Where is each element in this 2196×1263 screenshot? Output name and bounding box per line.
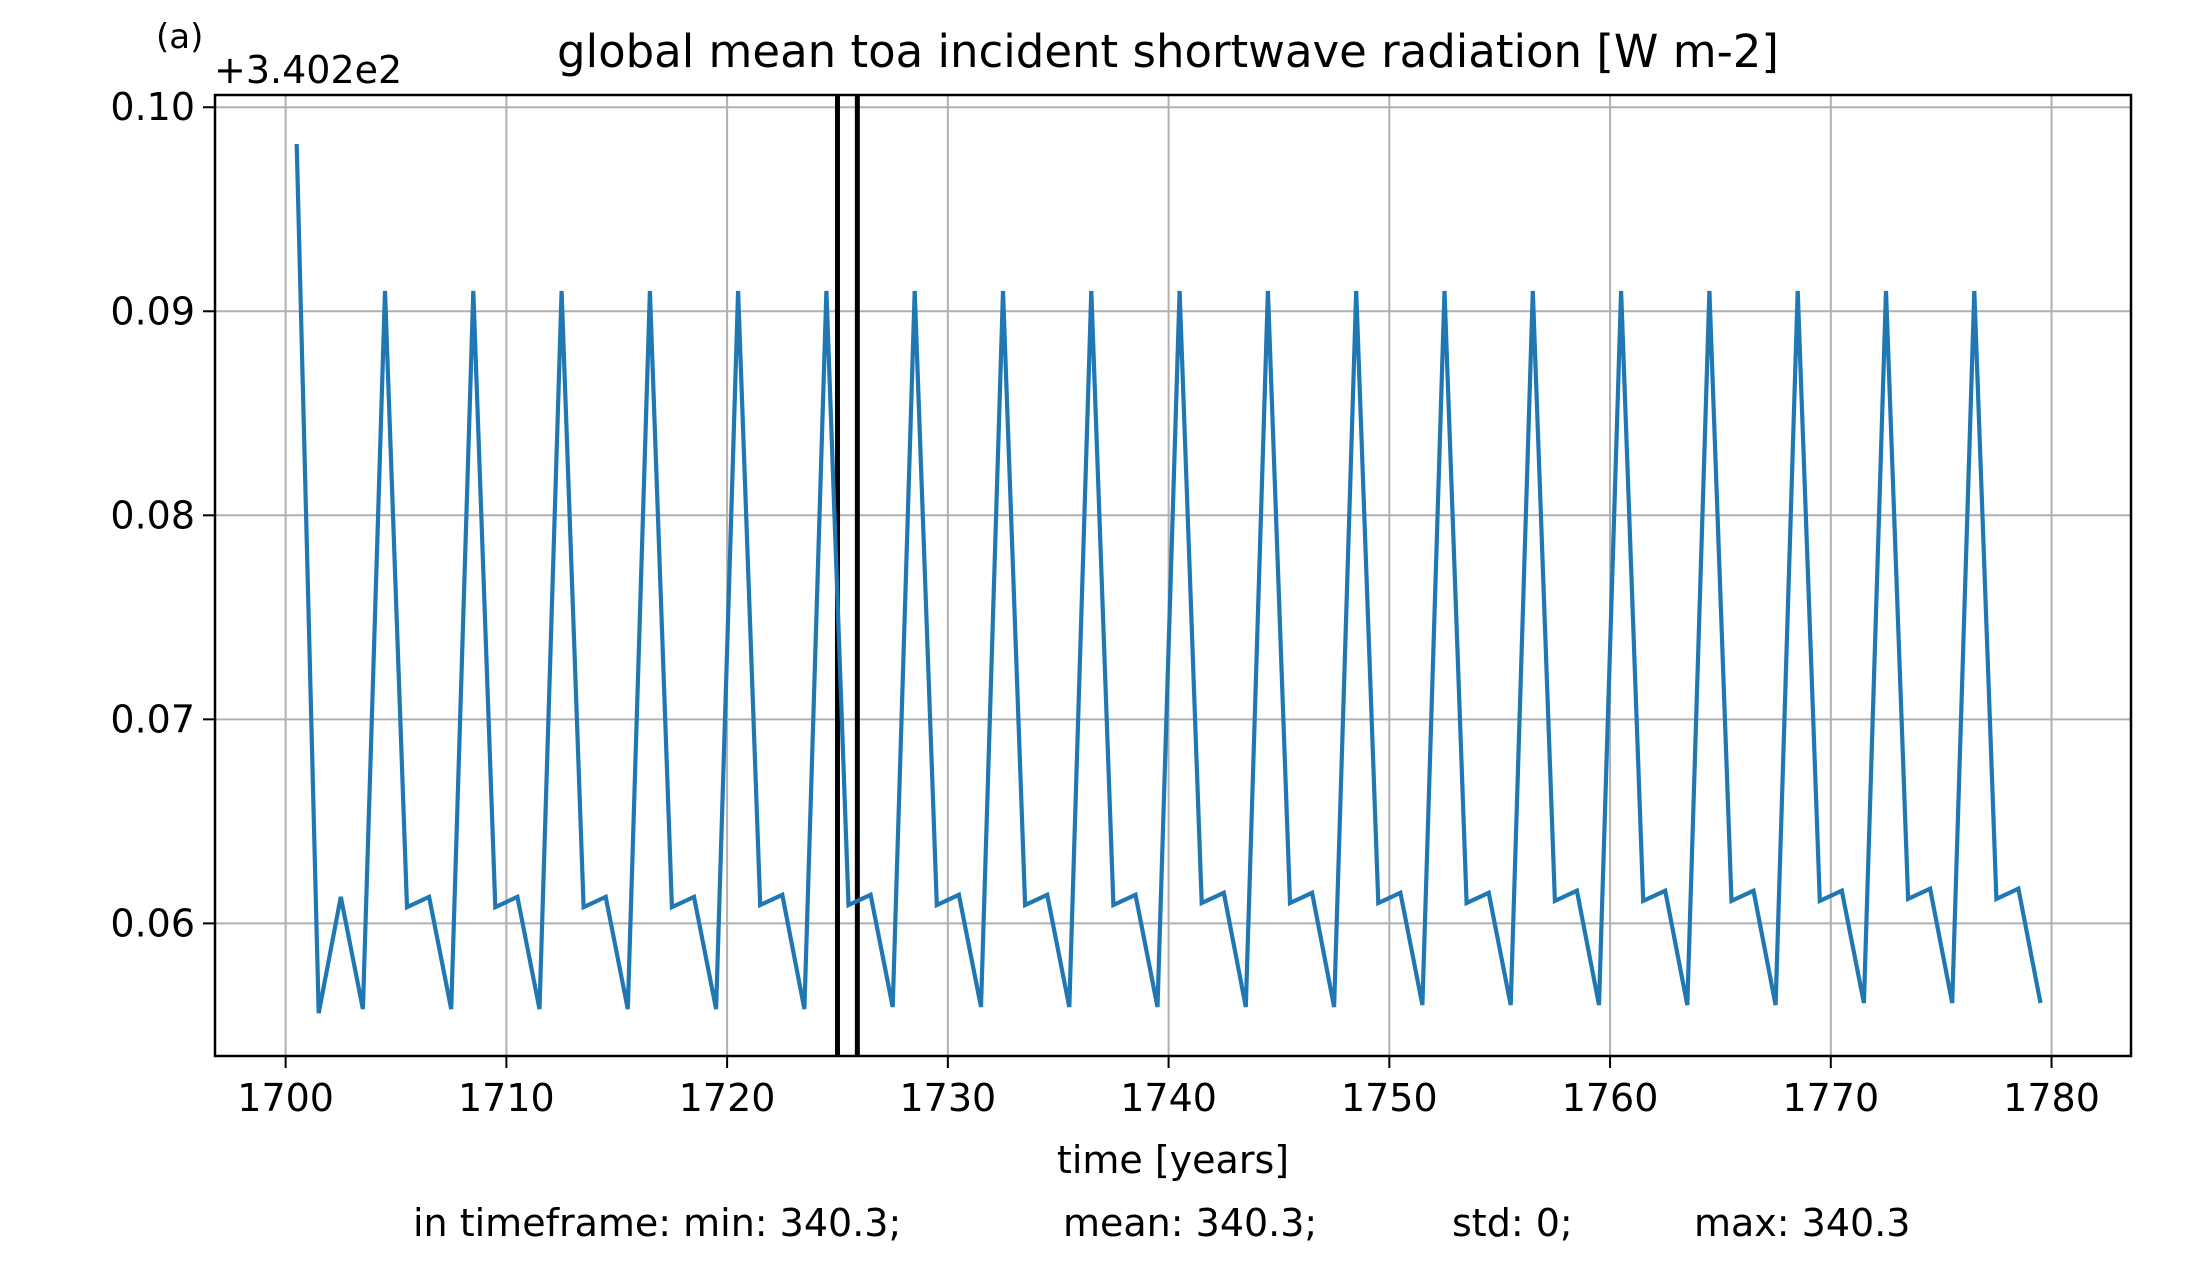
x-tick-label: 1760: [1562, 1076, 1659, 1120]
series-line: [294, 143, 2043, 1014]
x-axis-label: time [years]: [1057, 1138, 1289, 1182]
panel-label: (a): [156, 17, 203, 57]
plot-frame: [213, 93, 2133, 1058]
chart-title: global mean toa incident shortwave radia…: [557, 25, 1779, 78]
grid: [215, 95, 2131, 1056]
x-tick-label: 1700: [237, 1076, 334, 1120]
y-tick-label: 0.09: [110, 289, 195, 333]
y-offset-label: +3.402e2: [214, 48, 402, 92]
x-tick-label: 1750: [1341, 1076, 1438, 1120]
y-tick-label: 0.06: [110, 901, 195, 945]
y-tick-label: 0.07: [110, 697, 195, 741]
y-ticks: 0.06 0.07 0.08 0.09 0.10: [110, 85, 215, 945]
x-tick-label: 1770: [1782, 1076, 1879, 1120]
x-tick-label: 1780: [2003, 1076, 2100, 1120]
vertical-markers: [834, 95, 860, 1056]
series-layer: [294, 143, 2043, 1014]
x-tick-label: 1720: [679, 1076, 776, 1120]
x-tick-label: 1710: [458, 1076, 555, 1120]
y-tick-label: 0.10: [110, 85, 195, 129]
x-tick-label: 1740: [1120, 1076, 1217, 1120]
stat-max: max: 340.3: [1694, 1201, 1911, 1245]
x-ticks: 1700 1710 1720 1730 1740 1750 1760 1770 1780: [237, 1056, 2100, 1120]
x-tick-label: 1730: [899, 1076, 996, 1120]
y-tick-label: 0.08: [110, 493, 195, 537]
stat-std: std: 0;: [1452, 1201, 1573, 1245]
stat-mean: mean: 340.3;: [1063, 1201, 1318, 1245]
stat-min: in timeframe: min: 340.3;: [413, 1201, 902, 1245]
